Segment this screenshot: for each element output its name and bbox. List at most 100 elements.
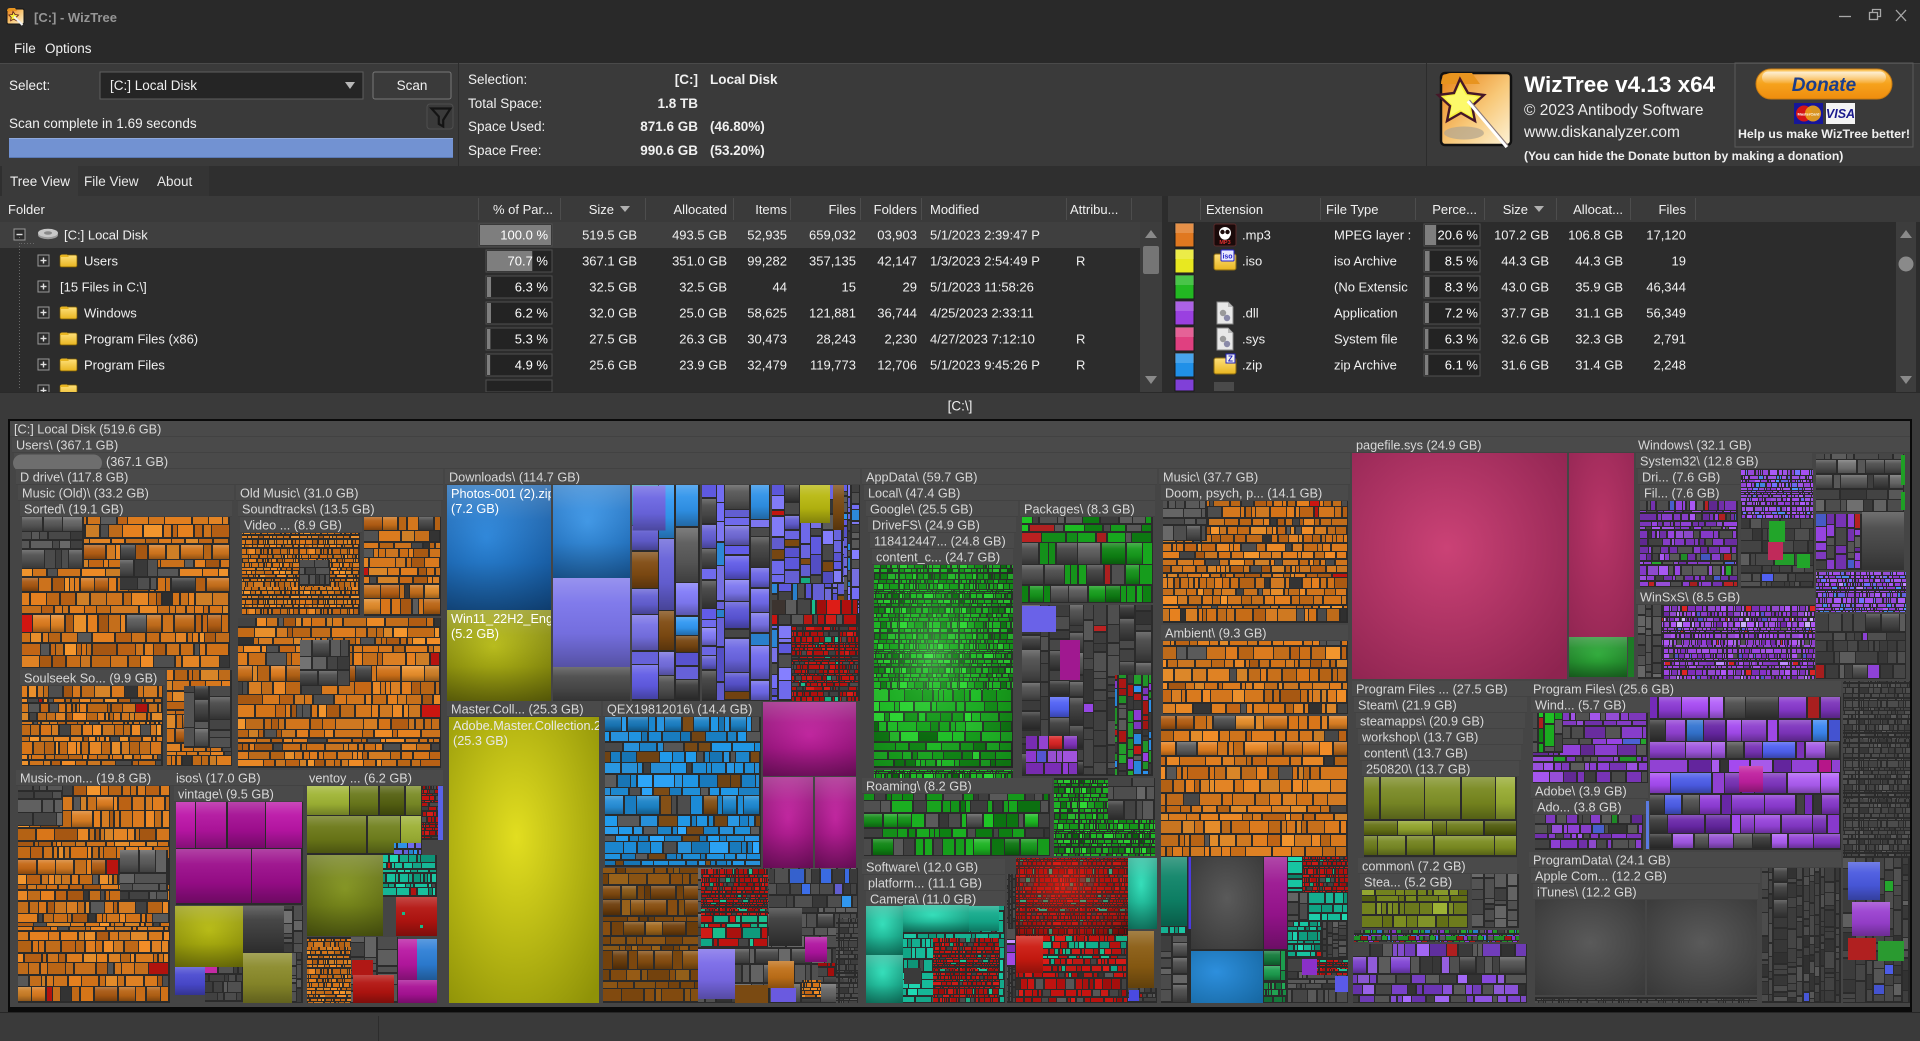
svg-text:15: 15 — [842, 280, 856, 295]
svg-text:2,791: 2,791 — [1653, 332, 1686, 347]
svg-text:Items: Items — [755, 202, 787, 217]
svg-text:03,903: 03,903 — [877, 228, 917, 243]
svg-text:Total Space:: Total Space: — [468, 96, 542, 111]
svg-text:Allocated: Allocated — [674, 202, 727, 217]
svg-text:(5.2 GB): (5.2 GB) — [451, 627, 499, 641]
svg-text:Local Disk: Local Disk — [710, 72, 778, 87]
svg-text:20.6 %: 20.6 % — [1438, 228, 1479, 243]
svg-text:MP3: MP3 — [1219, 240, 1230, 246]
svg-text:(25.3 GB): (25.3 GB) — [453, 734, 508, 748]
svg-text:Music (Old)\ (33.2 GB): Music (Old)\ (33.2 GB) — [22, 486, 149, 500]
svg-text:44.3 GB: 44.3 GB — [1501, 254, 1549, 269]
svg-text:871.6 GB: 871.6 GB — [640, 119, 698, 134]
svg-text:493.5 GB: 493.5 GB — [672, 228, 727, 243]
svg-text:5/1/2023 9:45:26 P: 5/1/2023 9:45:26 P — [930, 358, 1040, 373]
svg-text:Application: Application — [1334, 306, 1398, 321]
svg-text:Adobe.Master.Collection.20: Adobe.Master.Collection.20 — [453, 719, 608, 733]
svg-text:DriveFS\ (24.9 GB): DriveFS\ (24.9 GB) — [872, 518, 980, 532]
svg-text:32.5 GB: 32.5 GB — [679, 280, 727, 295]
svg-text:platform... (11.1 GB): platform... (11.1 GB) — [868, 876, 982, 890]
svg-text:[C:] Local Disk: [C:] Local Disk — [64, 228, 148, 243]
svg-text:8.3 %: 8.3 % — [1445, 280, 1479, 295]
svg-text:56,349: 56,349 — [1646, 306, 1686, 321]
svg-text:367.1 GB: 367.1 GB — [582, 254, 637, 269]
svg-text:37.7 GB: 37.7 GB — [1501, 306, 1549, 321]
svg-text:32.5 GB: 32.5 GB — [589, 280, 637, 295]
svg-text:zip Archive: zip Archive — [1334, 358, 1397, 373]
svg-text:Folders: Folders — [874, 202, 918, 217]
svg-text:28,243: 28,243 — [816, 332, 856, 347]
svg-text:121,881: 121,881 — [809, 306, 856, 321]
svg-text:100.0 %: 100.0 % — [500, 228, 548, 243]
svg-text:6.1 %: 6.1 % — [1445, 358, 1479, 373]
svg-text:27.5 GB: 27.5 GB — [589, 332, 637, 347]
svg-text:File: File — [14, 41, 36, 56]
svg-text:Sorted\ (19.1 GB): Sorted\ (19.1 GB) — [24, 502, 123, 516]
svg-text:4/25/2023 2:33:11: 4/25/2023 2:33:11 — [930, 306, 1034, 321]
svg-text:Size: Size — [1503, 202, 1528, 217]
svg-text:52,935: 52,935 — [747, 228, 787, 243]
svg-text:pagefile.sys (24.9 GB): pagefile.sys (24.9 GB) — [1356, 438, 1482, 452]
svg-text:isos\ (17.0 GB): isos\ (17.0 GB) — [176, 771, 261, 785]
svg-text:58,625: 58,625 — [747, 306, 787, 321]
svg-text:[15 Files in C:\]: [15 Files in C:\] — [60, 280, 147, 295]
svg-text:Camera\ (11.0 GB): Camera\ (11.0 GB) — [870, 892, 976, 906]
svg-text:File View: File View — [84, 174, 139, 189]
svg-text:Users: Users — [84, 254, 118, 269]
svg-text:119,773: 119,773 — [810, 358, 856, 373]
svg-text:Local\ (47.4 GB): Local\ (47.4 GB) — [868, 486, 960, 500]
svg-text:[C:] - WizTree: [C:] - WizTree — [34, 10, 117, 25]
svg-text:5/1/2023 2:39:47 P: 5/1/2023 2:39:47 P — [930, 228, 1040, 243]
svg-text:ventoy ... (6.2 GB): ventoy ... (6.2 GB) — [309, 771, 412, 785]
svg-text:1/3/2023 2:54:49 P: 1/3/2023 2:54:49 P — [930, 254, 1040, 269]
svg-text:519.5 GB: 519.5 GB — [582, 228, 637, 243]
svg-text:25.6 GB: 25.6 GB — [589, 358, 637, 373]
svg-text:(7.2 GB): (7.2 GB) — [451, 502, 499, 516]
svg-text:118412447... (24.8 GB): 118412447... (24.8 GB) — [874, 534, 1006, 548]
svg-text:Windows\ (32.1 GB): Windows\ (32.1 GB) — [1638, 438, 1752, 452]
svg-text:70.7 %: 70.7 % — [508, 254, 549, 269]
svg-text:46,344: 46,344 — [1646, 280, 1686, 295]
svg-text:Google\ (25.5 GB): Google\ (25.5 GB) — [870, 502, 973, 516]
svg-text:Program Files (x86): Program Files (x86) — [84, 332, 198, 347]
svg-text:Users\ (367.1 GB): Users\ (367.1 GB) — [16, 438, 118, 452]
svg-text:(No Extensic: (No Extensic — [1334, 280, 1408, 295]
svg-text:Attribu...: Attribu... — [1070, 202, 1118, 217]
svg-text:990.6 GB: 990.6 GB — [640, 143, 698, 158]
svg-text:Extension: Extension — [1206, 202, 1263, 217]
svg-text:Packages\ (8.3 GB): Packages\ (8.3 GB) — [1024, 502, 1135, 516]
svg-text:2,248: 2,248 — [1653, 358, 1686, 373]
svg-text:R: R — [1076, 358, 1085, 373]
svg-text:MasterCard: MasterCard — [1797, 112, 1820, 117]
svg-text:Windows: Windows — [84, 306, 137, 321]
svg-text:44: 44 — [773, 280, 787, 295]
svg-text:AppData\ (59.7 GB): AppData\ (59.7 GB) — [866, 470, 977, 484]
svg-text:Old Music\ (31.0 GB): Old Music\ (31.0 GB) — [240, 486, 358, 500]
svg-text:.zip: .zip — [1242, 358, 1262, 373]
svg-text:Files: Files — [829, 202, 857, 217]
svg-text:23.9 GB: 23.9 GB — [679, 358, 727, 373]
svg-text:.mp3: .mp3 — [1242, 228, 1271, 243]
svg-text:5/1/2023 11:58:26: 5/1/2023 11:58:26 — [930, 280, 1034, 295]
svg-text:Music\ (37.7 GB): Music\ (37.7 GB) — [1163, 470, 1258, 484]
svg-text:Video ... (8.9 GB): Video ... (8.9 GB) — [244, 518, 342, 532]
svg-text:Help us make WizTree better!: Help us make WizTree better! — [1738, 127, 1910, 141]
svg-text:4/27/2023 7:12:10: 4/27/2023 7:12:10 — [930, 332, 1035, 347]
svg-text:[C:] Local Disk (519.6 GB): [C:] Local Disk (519.6 GB) — [14, 422, 161, 436]
svg-text:Soundtracks\ (13.5 GB): Soundtracks\ (13.5 GB) — [242, 502, 375, 516]
svg-text:Modified: Modified — [930, 202, 979, 217]
svg-text:32,479: 32,479 — [747, 358, 787, 373]
svg-text:31.1 GB: 31.1 GB — [1575, 306, 1623, 321]
svg-text:Allocat...: Allocat... — [1573, 202, 1623, 217]
svg-text:Scan: Scan — [397, 78, 428, 93]
svg-text:32.6 GB: 32.6 GB — [1501, 332, 1549, 347]
svg-text:Space Free:: Space Free: — [468, 143, 542, 158]
svg-text:WizTree v4.13 x64: WizTree v4.13 x64 — [1524, 72, 1716, 97]
svg-text:106.8 GB: 106.8 GB — [1568, 228, 1623, 243]
svg-text:Music-mon... (19.8 GB): Music-mon... (19.8 GB) — [20, 771, 151, 785]
svg-text:Perce...: Perce... — [1432, 202, 1477, 217]
svg-text:Donate: Donate — [1792, 75, 1857, 96]
svg-text:Scan complete in 1.69 seconds: Scan complete in 1.69 seconds — [9, 116, 197, 131]
svg-text:6.3 %: 6.3 % — [1445, 332, 1479, 347]
svg-text:32.3 GB: 32.3 GB — [1575, 332, 1623, 347]
